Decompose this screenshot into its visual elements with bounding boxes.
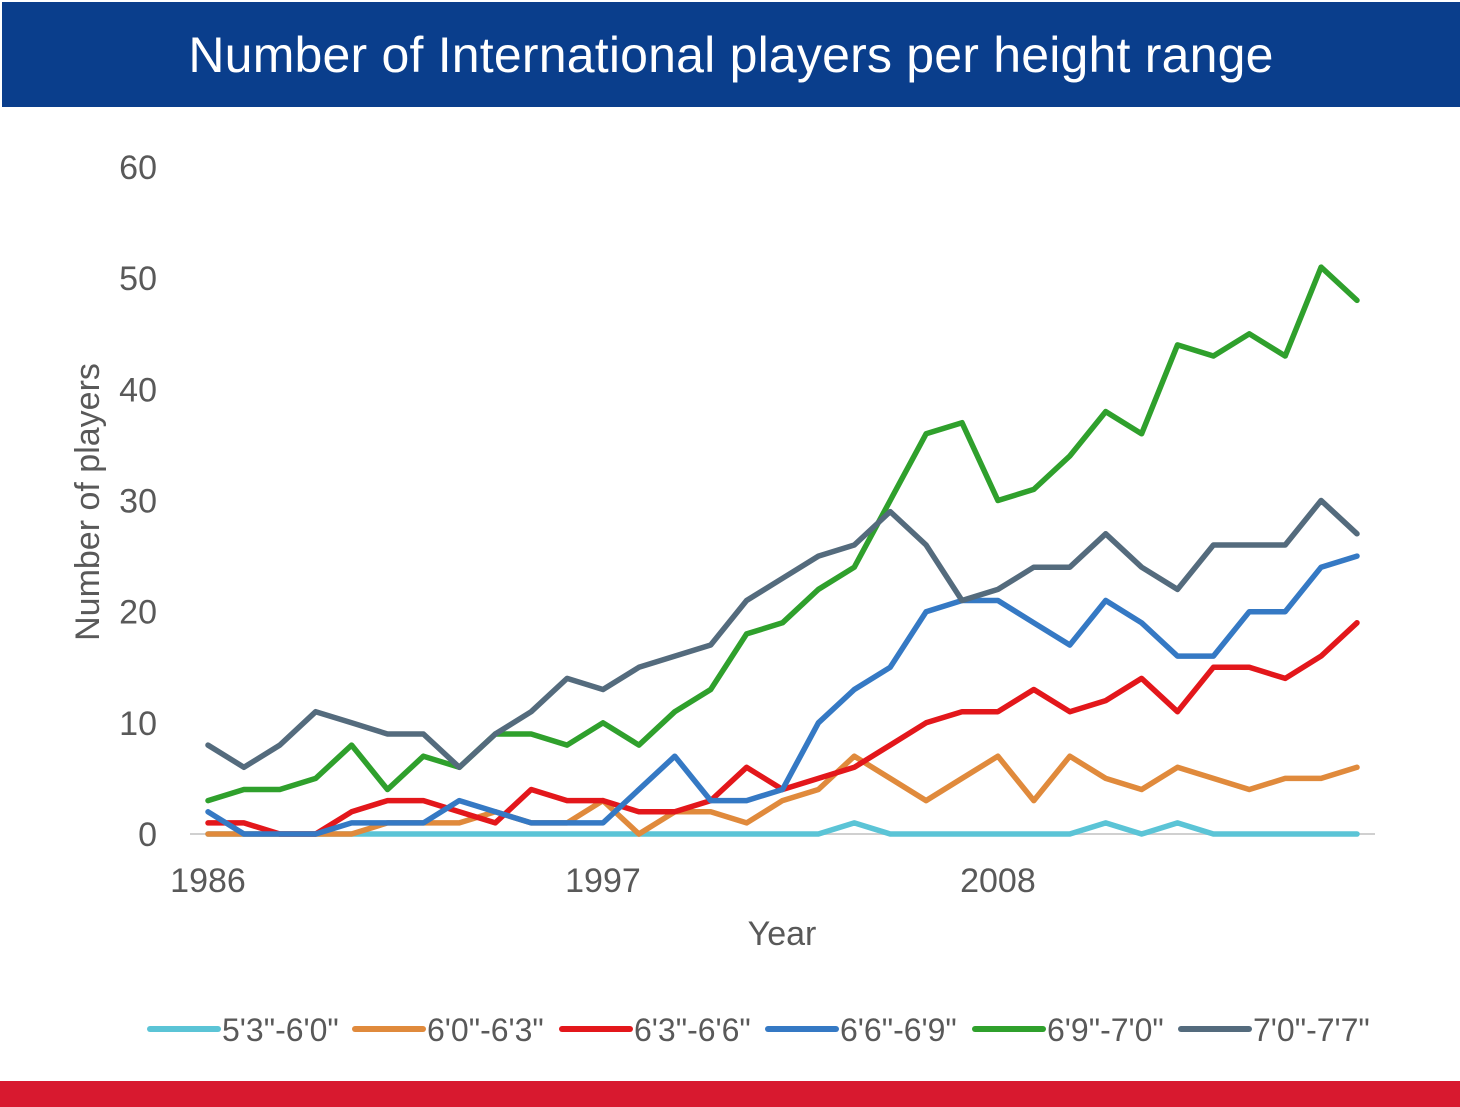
chart-title: Number of International players per heig…	[188, 26, 1274, 83]
y-tick-label: 20	[119, 594, 157, 632]
legend-label: 6'0"-6'3"	[427, 1012, 544, 1048]
legend-label: 6'9"-7'0"	[1047, 1012, 1164, 1048]
y-tick-label: 50	[119, 260, 157, 298]
legend: 5'3"-6'0" 6'0"-6'3" 6'3"-6'6" 6'6"-6'9" 6'9"…	[147, 1012, 1370, 1048]
y-tick-label: 10	[119, 705, 157, 743]
series-line-6	[205, 497, 1360, 771]
y-tick-label: 60	[119, 149, 157, 187]
y-tick-label: 0	[138, 816, 157, 854]
x-axis-title: Year	[748, 915, 817, 953]
series-line-4	[205, 553, 1360, 837]
title-banner: Number of International players per heig…	[2, 2, 1460, 107]
legend-label: 5'3"-6'0"	[222, 1012, 339, 1048]
series-lines	[205, 264, 1360, 837]
x-tick-label: 1986	[170, 862, 246, 900]
y-axis-ticks: 0 10 20 30 40 50 60	[119, 149, 157, 854]
line-chart: 0 10 20 30 40 50 60 1986 1997 2008 Number of pla…	[69, 149, 1375, 1048]
x-axis-ticks: 1986 1997 2008	[170, 862, 1036, 900]
legend-label: 6'6"-6'9"	[840, 1012, 957, 1048]
x-tick-label: 2008	[960, 862, 1036, 900]
y-axis-title: Number of players	[69, 363, 107, 641]
y-tick-label: 30	[119, 483, 157, 521]
series-line-5	[205, 264, 1360, 804]
legend-label: 6'3"-6'6"	[634, 1012, 751, 1048]
y-tick-label: 40	[119, 371, 157, 409]
legend-label: 7'0"-7'7"	[1253, 1012, 1370, 1048]
footer-accent-bar	[0, 1081, 1460, 1107]
series-line-1	[205, 820, 1360, 837]
x-tick-label: 1997	[565, 862, 641, 900]
